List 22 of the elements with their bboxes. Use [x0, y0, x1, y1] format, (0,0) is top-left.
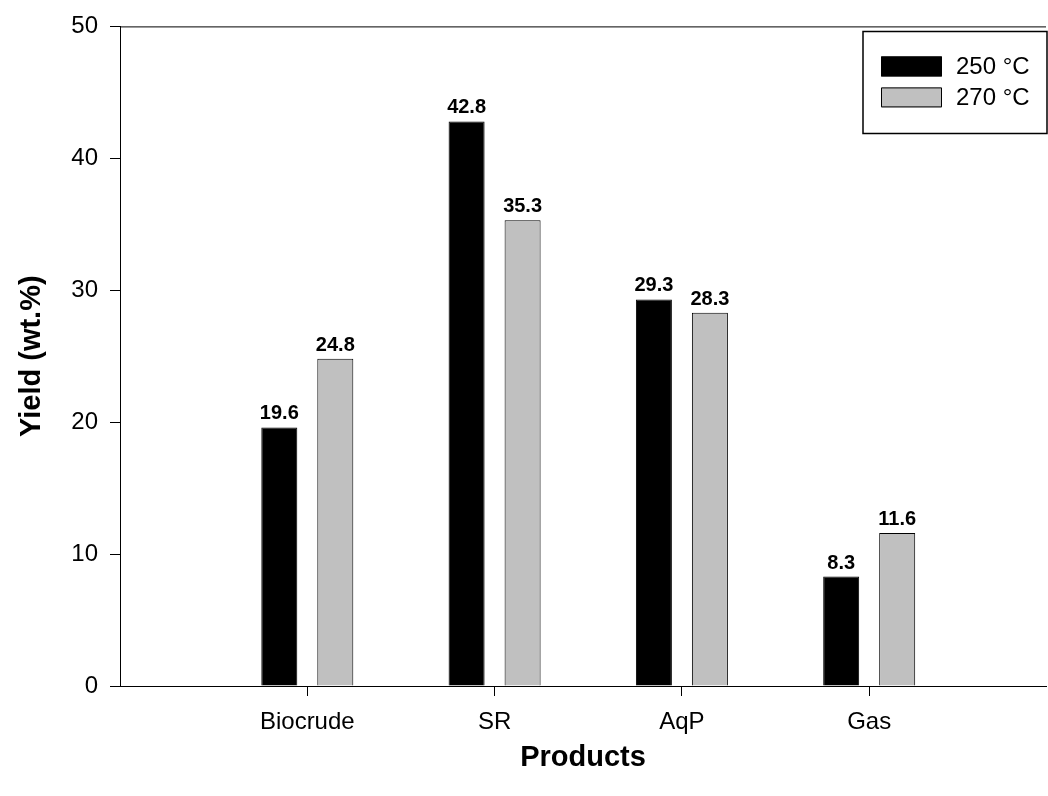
y-tick-label: 40 [71, 142, 98, 170]
data-label: 28.3 [690, 286, 730, 309]
data-label: 42.8 [447, 95, 487, 118]
y-tick-label: 0 [84, 670, 98, 698]
y-tick-label: 20 [71, 406, 98, 434]
y-tick-label: 50 [71, 11, 98, 39]
data-label: 29.3 [634, 273, 674, 296]
y-axis-title: Yield (wt.%) [14, 275, 47, 438]
legend-label: 250 °C [956, 52, 1030, 80]
x-tick-label: Gas [847, 707, 892, 735]
x-tick-label: AqP [659, 707, 705, 735]
data-label: 11.6 [878, 506, 917, 529]
data-label: 8.3 [827, 550, 856, 573]
data-label: 19.6 [259, 401, 299, 424]
x-axis-title: Products [520, 739, 646, 772]
legend-label: 270 °C [956, 83, 1030, 111]
data-label: 24.8 [315, 332, 355, 355]
data-label: 35.3 [503, 194, 543, 217]
y-tick-label: 30 [71, 274, 98, 302]
x-tick-label: SR [477, 707, 512, 735]
y-tick-label: 10 [71, 538, 98, 566]
x-tick-label: Biocrude [259, 707, 355, 735]
